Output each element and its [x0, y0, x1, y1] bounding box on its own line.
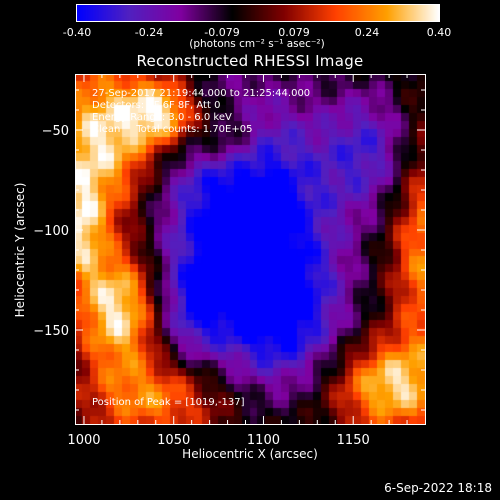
x-axis-label: Heliocentric X (arcsec) — [182, 447, 318, 461]
colorbar-tick-label: 0.079 — [278, 26, 310, 39]
colorbar-tick-label: -0.24 — [134, 26, 164, 39]
annotation-clean-counts: Clean Total counts: 1.70E+05 — [92, 124, 253, 135]
x-tick-label: 1100 — [247, 433, 280, 448]
y-axis-label: Heliocentric Y (arcsec) — [13, 182, 27, 318]
colorbar-tick-label: 0.40 — [426, 26, 452, 39]
timestamp-footer: 6-Sep-2022 18:18 — [384, 481, 492, 495]
x-tick-label: 1150 — [337, 433, 370, 448]
y-axis-ticks: −50 −100 −150 — [33, 89, 425, 411]
annotation-peak-position: Position of Peak = [1019,-137] — [92, 397, 245, 408]
colorbar-tick-label: -0.40 — [62, 26, 92, 39]
x-axis-ticks: 1000 1050 1100 1150 — [67, 74, 408, 448]
y-tick-label: −50 — [42, 124, 69, 139]
annotation-detectors: Detectors: 3F 6F 8F, Att 0 — [92, 100, 221, 111]
x-tick-label: 1000 — [67, 433, 100, 448]
colorbar — [76, 4, 440, 22]
y-tick-label: −150 — [33, 324, 69, 339]
annotation-energy-range: Energy Range: 3.0 - 6.0 keV — [92, 112, 232, 123]
annotation-time-range: 27-Sep-2017 21:19:44.000 to 21:25:44.000 — [92, 88, 311, 99]
y-tick-label: −100 — [33, 224, 69, 239]
chart-title: Reconstructed RHESSI Image — [136, 52, 364, 70]
colorbar-tick-label: 0.24 — [354, 26, 380, 39]
colorbar-tick-label: -0.079 — [204, 26, 240, 39]
colorbar-units: (photons cm⁻² s⁻¹ asec⁻²) — [189, 38, 325, 50]
heatmap-image — [75, 74, 425, 424]
x-tick-label: 1050 — [157, 433, 190, 448]
